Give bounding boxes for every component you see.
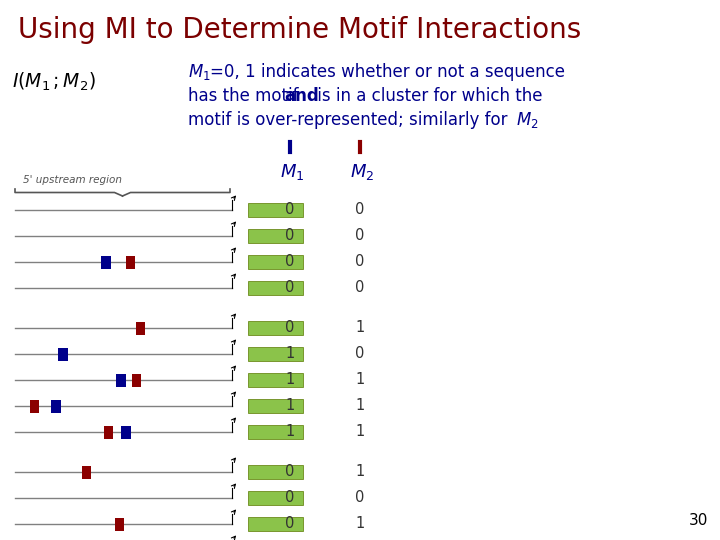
Text: 1: 1: [356, 399, 364, 414]
Bar: [248, 491, 303, 505]
Text: 1: 1: [356, 516, 364, 531]
Bar: [136, 321, 145, 334]
Bar: [114, 517, 124, 530]
Bar: [51, 400, 61, 413]
Bar: [121, 426, 130, 438]
Text: 1: 1: [285, 347, 294, 361]
Text: is in a cluster for which the: is in a cluster for which the: [312, 87, 542, 105]
Text: 0: 0: [285, 280, 294, 295]
Text: 1: 1: [356, 373, 364, 388]
Text: $M_1$: $M_1$: [280, 162, 305, 182]
Bar: [125, 255, 135, 268]
Bar: [104, 426, 113, 438]
Text: 0: 0: [285, 254, 294, 269]
Bar: [248, 347, 303, 361]
Text: 1: 1: [356, 424, 364, 440]
Text: 0: 0: [355, 254, 365, 269]
Text: 0: 0: [285, 228, 294, 244]
Text: 0: 0: [285, 202, 294, 218]
Text: 0: 0: [355, 228, 365, 244]
Text: 1: 1: [356, 464, 364, 480]
Text: 1: 1: [285, 424, 294, 440]
Bar: [248, 281, 303, 295]
Bar: [248, 399, 303, 413]
Text: $M_2$: $M_2$: [516, 110, 539, 130]
Text: $M_2$: $M_2$: [350, 162, 374, 182]
Text: has the motif: has the motif: [188, 87, 304, 105]
Bar: [248, 255, 303, 269]
Bar: [101, 255, 111, 268]
Text: 0: 0: [285, 321, 294, 335]
Text: 0: 0: [355, 347, 365, 361]
Text: 1: 1: [285, 373, 294, 388]
Bar: [248, 517, 303, 531]
Text: 0: 0: [355, 490, 365, 505]
Bar: [248, 465, 303, 479]
Text: 0: 0: [285, 516, 294, 531]
Text: $M_1$: $M_1$: [188, 62, 211, 82]
Bar: [248, 373, 303, 387]
Bar: [248, 203, 303, 217]
Text: and: and: [284, 87, 319, 105]
Text: 5' upstream region: 5' upstream region: [23, 175, 122, 185]
Text: 0: 0: [285, 464, 294, 480]
Bar: [30, 400, 39, 413]
Text: 30: 30: [688, 513, 708, 528]
Text: 0: 0: [355, 280, 365, 295]
Text: $I(M_1\,;M_2)$: $I(M_1\,;M_2)$: [12, 71, 96, 93]
Text: motif is over-represented; similarly for: motif is over-represented; similarly for: [188, 111, 513, 129]
Text: Using MI to Determine Motif Interactions: Using MI to Determine Motif Interactions: [18, 16, 581, 44]
Bar: [58, 348, 68, 361]
Bar: [132, 374, 141, 387]
Text: =0, 1 indicates whether or not a sequence: =0, 1 indicates whether or not a sequenc…: [210, 63, 565, 81]
Text: 0: 0: [285, 490, 294, 505]
Bar: [248, 425, 303, 439]
Text: 0: 0: [355, 202, 365, 218]
Text: 1: 1: [285, 399, 294, 414]
Bar: [248, 321, 303, 335]
Bar: [248, 229, 303, 243]
Text: 1: 1: [356, 321, 364, 335]
Bar: [82, 465, 91, 478]
Bar: [117, 374, 126, 387]
